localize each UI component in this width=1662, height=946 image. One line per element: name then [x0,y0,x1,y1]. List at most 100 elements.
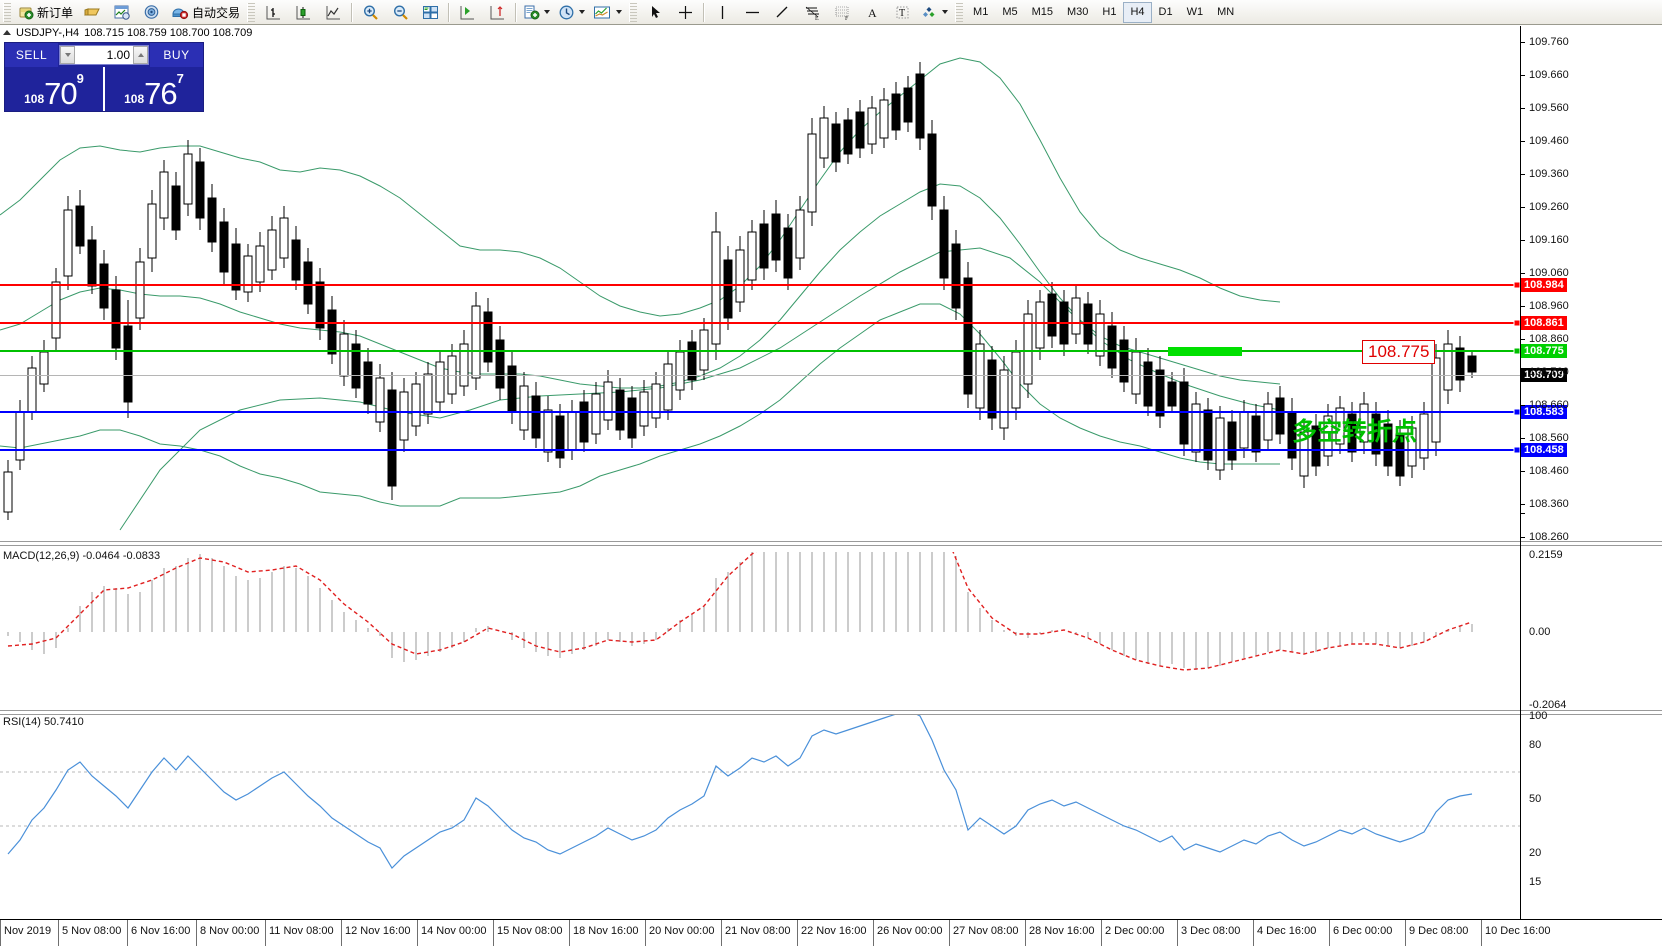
support-line-108458[interactable] [0,449,1520,451]
price-tick: 109.560 [1529,102,1569,114]
sell-price[interactable]: 108 70 9 [5,67,103,111]
resistance-line-108984[interactable] [0,284,1520,286]
candle [279,206,289,268]
line-chart-button[interactable] [318,1,348,24]
text-label-button[interactable]: A [857,1,887,24]
market-watch-icon [114,5,130,20]
indicators-dropdown-caret[interactable] [544,10,551,14]
toolbar-grip-2[interactable] [247,2,256,22]
timeframe-h4[interactable]: H4 [1123,1,1152,23]
chart-annotation-text[interactable]: 多空转折点 [1292,417,1418,446]
objects-dropdown-caret[interactable] [942,10,949,14]
period-button[interactable] [554,1,589,24]
candle [519,372,529,440]
candle [219,208,229,284]
timeframe-m30[interactable]: M30 [1067,5,1089,18]
timeframe-w1[interactable]: W1 [1186,5,1204,18]
volume-input[interactable]: 1.00 [106,48,130,62]
price-label-108583[interactable]: 108.583 [1521,405,1567,419]
timeframe-m15[interactable]: M15 [1031,5,1053,18]
timeframe-d1[interactable]: D1 [1158,5,1173,18]
cursor-button[interactable] [640,1,670,24]
candle [447,344,457,404]
timeframe-m1[interactable]: M1 [973,5,989,18]
candle [123,300,133,418]
objects-button[interactable] [917,1,952,24]
price-label-108709[interactable]: 108.709 [1521,368,1567,382]
candle [555,404,565,468]
templates-dropdown-caret[interactable] [616,10,623,14]
price-label-108861[interactable]: 108.861 [1521,316,1567,330]
last-price-line [0,375,1520,376]
price-tick: 109.460 [1529,135,1569,147]
candle [1263,392,1273,450]
crosshair-button[interactable] [670,1,700,24]
price-label-108775[interactable]: 108.775 [1521,344,1567,358]
text-label-icon: A [868,6,877,20]
candlestick-series [3,62,1477,520]
templates-button[interactable] [589,1,626,24]
price-label-108984[interactable]: 108.984 [1521,278,1567,292]
candle [207,184,217,252]
timeframe-mn[interactable]: MN [1217,5,1235,18]
trendline-button[interactable] [767,1,797,24]
text-button[interactable]: T [887,1,917,24]
time-tick: 8 Nov 00:00 [200,925,260,937]
auto-trading-button[interactable]: 自动交易 [167,1,244,24]
fibonacci-button[interactable]: E [797,1,827,24]
auto-scroll-button[interactable] [482,1,512,24]
toolbar-grip-3[interactable] [629,2,638,22]
pivot-highlight-segment[interactable] [1168,347,1242,356]
buy-price[interactable]: 108 76 7 [103,67,203,111]
macd-top-border [0,545,1662,546]
resistance-line-108861[interactable] [0,322,1520,324]
candle [1275,386,1285,444]
candle [471,292,481,390]
candle [639,380,649,436]
cursor-icon [651,6,660,18]
candle [1095,300,1105,366]
horizontal-line-button[interactable] [737,1,767,24]
timeframe-m5[interactable]: M5 [1002,5,1018,18]
support-line-108583[interactable] [0,411,1520,413]
price-macd-separator [0,541,1662,542]
price-label-108458[interactable]: 108.458 [1521,443,1567,457]
profiles-button[interactable] [77,1,107,24]
market-watch-button[interactable] [107,1,137,24]
vertical-line-button[interactable] [707,1,737,24]
sell-button[interactable]: SELL [5,43,58,67]
toolbar-grip[interactable] [3,2,11,22]
new-order-label: 新订单 [37,5,74,20]
chart-shift-button[interactable] [452,1,482,24]
rsi-scale-tick: 100 [1529,710,1548,722]
rsi-scale-tick: 20 [1529,847,1542,859]
pivot-line-108775[interactable] [0,350,1520,352]
bar-chart-button[interactable] [258,1,288,24]
new-order-button[interactable]: 新订单 [14,1,77,24]
volume-decrease-button[interactable] [60,46,75,64]
volume-increase-button[interactable] [133,46,148,64]
one-click-trading-panel[interactable]: SELL 1.00 BUY 108 70 9 108 76 7 [4,42,204,112]
equidistant-channel-button[interactable]: F [827,1,857,24]
time-axis[interactable]: Nov 2019 5 Nov 08:00 6 Nov 16:00 8 Nov 0… [0,919,1662,946]
price-tick: 108.860 [1529,333,1569,345]
buy-button[interactable]: BUY [150,43,203,67]
zoom-out-button[interactable] [385,1,415,24]
symbol-expand-icon[interactable] [3,30,11,35]
candle [855,100,865,158]
indicators-button[interactable] [519,1,554,24]
macd-rsi-separator [0,710,1662,711]
zoom-in-button[interactable] [355,1,385,24]
tile-windows-button[interactable] [415,1,445,24]
timeframe-h1[interactable]: H1 [1102,5,1117,18]
toolbar-grip-4[interactable] [955,2,964,22]
price-axis[interactable]: 109.760 109.660 109.560 109.460 109.360 … [1520,26,1662,919]
volume-stepper[interactable]: 1.00 [59,45,149,65]
candle [255,232,265,292]
period-dropdown-caret[interactable] [579,10,586,14]
candlestick-chart-button[interactable] [288,1,318,24]
pivot-callout[interactable]: 108.775 [1362,340,1436,364]
candlestick-chart-icon [296,5,310,19]
navigator-button[interactable] [137,1,167,24]
